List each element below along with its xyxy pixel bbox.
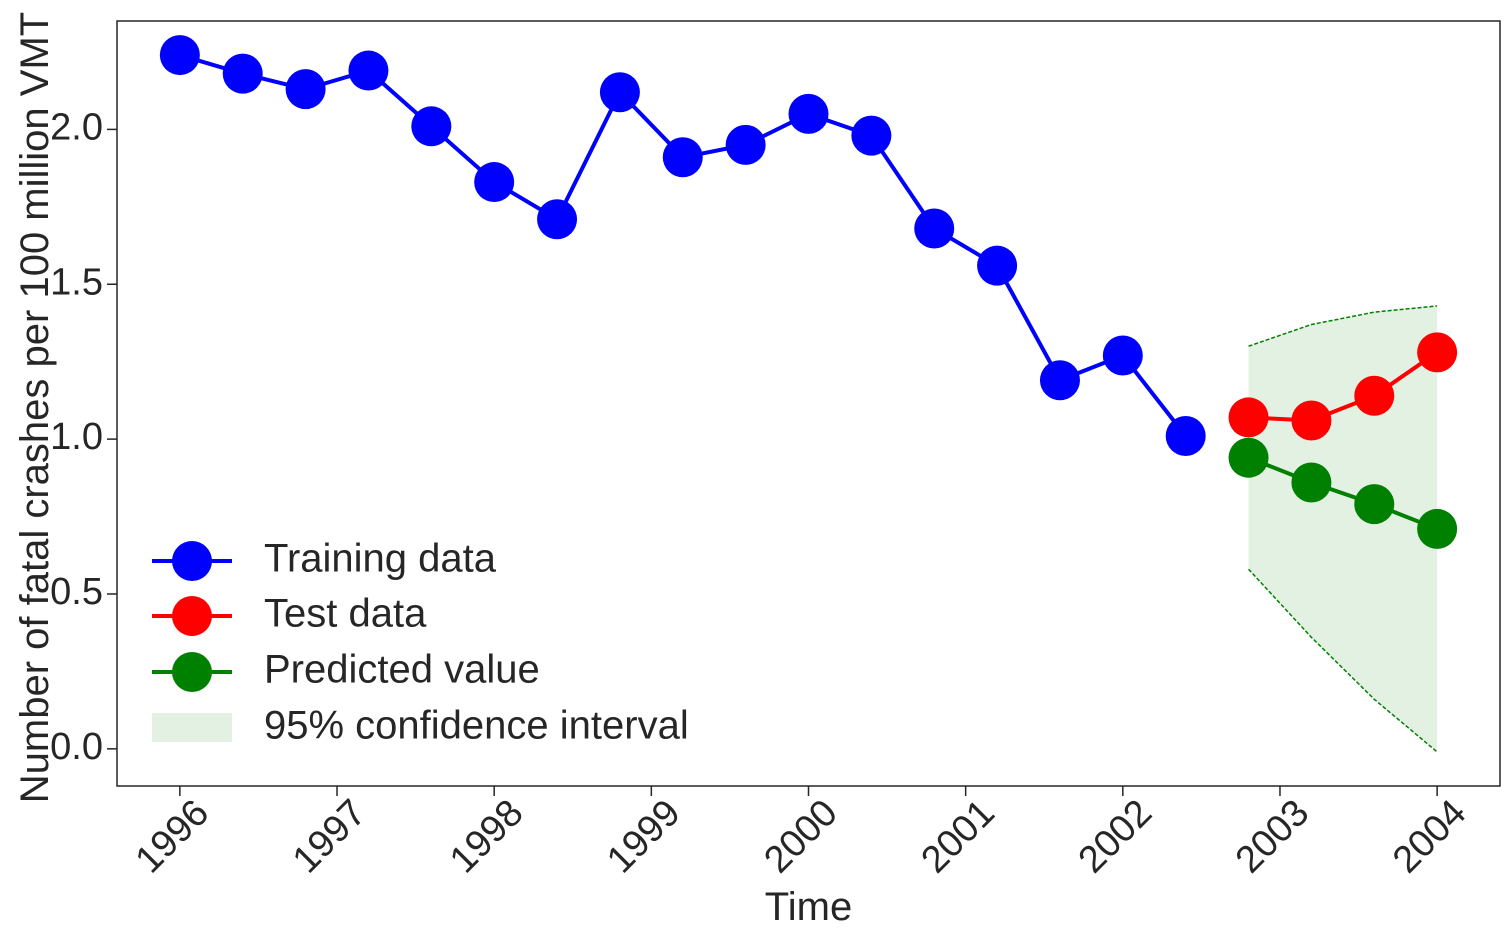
series-line-predicted [1247, 455, 1438, 531]
x-tick-label: 1999 [599, 792, 688, 881]
x-axis: 1996 1997 1998 1999 2000 2001 2002 2003 2004 [128, 786, 1474, 881]
y-tick-label: 1.0 [50, 416, 103, 458]
legend-label-confidence-interval: 95% confidence interval [264, 704, 689, 748]
data-point-training [788, 93, 829, 134]
y-axis: 0.0 0.5 1.0 1.5 2.0 [50, 106, 117, 768]
data-point-training [474, 162, 515, 203]
data-point-training [599, 72, 640, 113]
series-line-training [179, 53, 1188, 438]
x-tick-label: 2003 [1228, 792, 1317, 881]
y-tick-label: 0.5 [50, 571, 103, 613]
legend-label-training: Training data [264, 537, 497, 581]
data-point-training [851, 115, 892, 156]
data-point-training [348, 50, 389, 91]
data-point-training [285, 69, 326, 110]
plot-area [159, 35, 1458, 753]
data-point-test [1291, 400, 1332, 441]
data-point-test [1228, 397, 1269, 438]
legend-label-predicted: Predicted value [264, 648, 540, 692]
data-point-training [411, 106, 452, 147]
x-tick-label: 2004 [1385, 792, 1474, 881]
data-point-training [1102, 335, 1143, 376]
x-tick-label: 1997 [285, 792, 374, 881]
data-point-training [914, 208, 955, 249]
x-tick-label: 1996 [128, 792, 217, 881]
x-tick-label: 2000 [756, 792, 845, 881]
series-line-test [1248, 350, 1439, 423]
data-point-predicted [1354, 484, 1395, 525]
data-point-training [662, 137, 703, 178]
legend-label-test: Test data [264, 592, 427, 636]
y-axis-label: Number of fatal crashes per 100 million … [13, 12, 57, 803]
legend: Training data Test data Predicted value … [152, 537, 689, 748]
data-point-training [159, 35, 200, 76]
x-axis-label: Time [765, 885, 852, 929]
y-tick-label: 0.0 [50, 726, 103, 768]
legend-marker-test [172, 596, 212, 636]
x-tick-label: 2002 [1071, 792, 1160, 881]
data-point-training [725, 124, 766, 165]
legend-patch-confidence-interval [152, 713, 232, 742]
data-point-training [1039, 360, 1080, 401]
legend-marker-training [172, 541, 212, 581]
legend-marker-predicted [172, 652, 212, 692]
data-point-predicted [1417, 508, 1458, 549]
x-tick-label: 2001 [914, 792, 1003, 881]
confidence-interval-upper [1248, 305, 1438, 347]
data-point-predicted [1291, 462, 1332, 503]
data-point-training [222, 53, 263, 94]
x-tick-label: 1998 [442, 792, 531, 881]
data-point-test [1354, 375, 1395, 416]
data-point-training [977, 245, 1018, 286]
data-point-test [1417, 332, 1458, 373]
y-tick-label: 2.0 [50, 106, 103, 148]
y-tick-label: 1.5 [50, 261, 103, 303]
data-point-training [1165, 416, 1206, 457]
data-point-training [537, 199, 578, 240]
data-point-predicted [1228, 437, 1269, 478]
